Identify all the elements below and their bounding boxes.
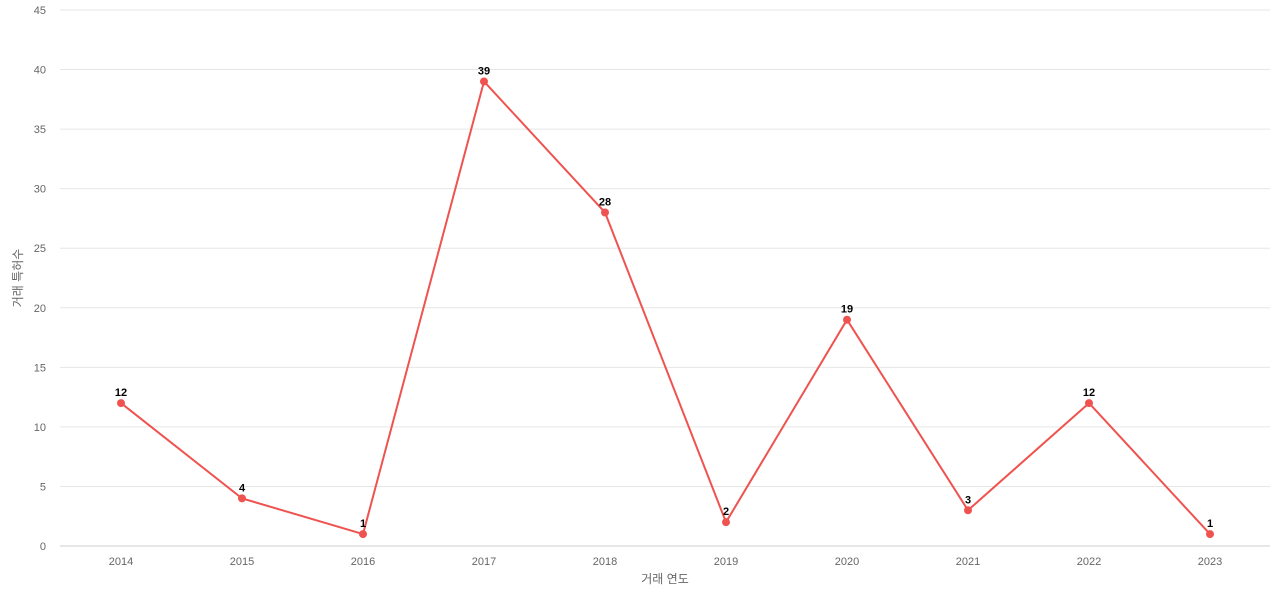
x-tick-label: 2017	[472, 556, 496, 568]
data-point	[1206, 530, 1214, 539]
data-label: 28	[599, 196, 611, 208]
y-tick-label: 5	[40, 481, 46, 493]
x-tick-label: 2019	[714, 556, 738, 568]
data-label: 1	[1207, 518, 1213, 530]
data-point	[359, 530, 367, 539]
y-axis-title: 거래 특허수	[11, 249, 25, 308]
y-tick-label: 10	[34, 422, 46, 434]
y-tick-label: 0	[40, 541, 46, 553]
data-label: 12	[1083, 387, 1095, 399]
x-axis-title: 거래 연도	[641, 572, 689, 586]
data-point	[843, 315, 851, 324]
y-tick-label: 25	[34, 243, 46, 255]
data-label: 2	[723, 506, 729, 518]
data-label: 19	[841, 304, 853, 316]
data-point	[117, 399, 125, 408]
data-point	[722, 518, 730, 527]
series-layer	[120, 80, 1211, 536]
x-tick-label: 2014	[109, 556, 133, 568]
y-tick-label: 40	[34, 65, 46, 77]
grid-layer	[60, 9, 1270, 547]
y-tick-label: 20	[34, 303, 46, 315]
y-tick-label: 45	[34, 5, 46, 17]
data-point	[238, 494, 246, 503]
y-tick-label: 15	[34, 362, 46, 374]
x-tick-label: 2021	[956, 556, 980, 568]
data-point	[480, 77, 488, 86]
points-layer	[117, 77, 1214, 539]
x-tick-label: 2020	[835, 556, 859, 568]
data-label: 3	[965, 494, 971, 506]
y-tick-label: 35	[34, 124, 46, 136]
x-tick-label: 2018	[593, 556, 617, 568]
data-point	[601, 208, 609, 217]
x-tick-label: 2015	[230, 556, 254, 568]
y-axis: 0 5 10 15 20 25 30 35 40 45	[34, 5, 46, 553]
x-tick-label: 2016	[351, 556, 375, 568]
data-labels-layer: 12 4 1 39 28 2 19 3 12 1	[115, 65, 1213, 530]
data-label: 1	[360, 518, 366, 530]
x-axis: 2014 2015 2016 2017 2018 2019 2020 2021 2022 2023	[109, 556, 1222, 568]
y-tick-label: 30	[34, 184, 46, 196]
data-label: 12	[115, 387, 127, 399]
series-line	[120, 80, 1211, 536]
x-tick-label: 2023	[1198, 556, 1222, 568]
data-point	[964, 506, 972, 515]
data-point	[1085, 399, 1093, 408]
data-label: 4	[239, 482, 246, 494]
data-label: 39	[478, 65, 490, 77]
x-tick-label: 2022	[1077, 556, 1101, 568]
